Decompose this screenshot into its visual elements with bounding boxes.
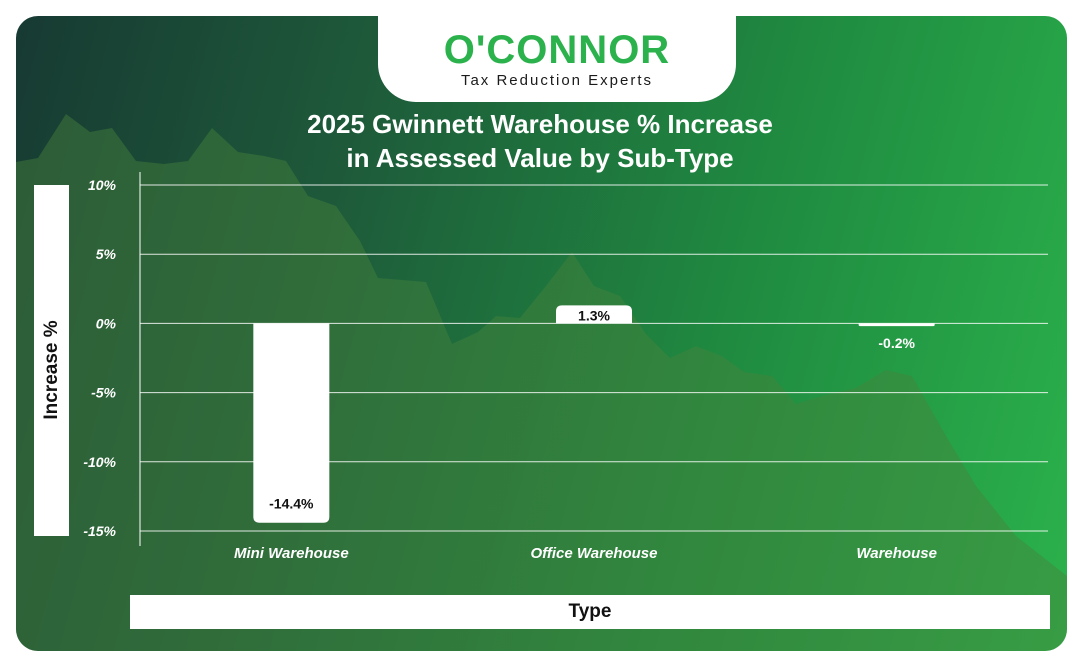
data-label: 1.3% (578, 307, 610, 323)
bar (556, 305, 632, 324)
x-tick-label: Office Warehouse (531, 545, 658, 562)
chart-title-line1: 2025 Gwinnett Warehouse % Increase (307, 109, 773, 139)
y-tick-label: 10% (88, 177, 117, 193)
data-label: -14.4% (269, 496, 314, 512)
y-tick-label: -15% (83, 523, 116, 539)
y-tick-label: -10% (83, 454, 116, 470)
brand-tagline: Tax Reduction Experts (460, 72, 654, 89)
bar (253, 323, 330, 523)
data-label: -0.2% (878, 335, 915, 351)
y-tick-label: 5% (96, 246, 117, 262)
y-tick-label: 0% (96, 315, 117, 331)
y-axis-label-box (34, 185, 69, 536)
logo-tab: O'CONNOR Tax Reduction Experts (378, 16, 736, 102)
x-tick-label: Warehouse (856, 545, 937, 562)
x-axis-label: Type (568, 601, 612, 622)
brand-logo: O'CONNOR (443, 28, 671, 72)
x-axis-label-box (130, 595, 1050, 629)
chart-title-line2: in Assessed Value by Sub-Type (346, 143, 734, 173)
y-tick-label: -5% (91, 385, 116, 401)
x-tick-label: Mini Warehouse (234, 545, 349, 562)
bar (858, 323, 935, 327)
